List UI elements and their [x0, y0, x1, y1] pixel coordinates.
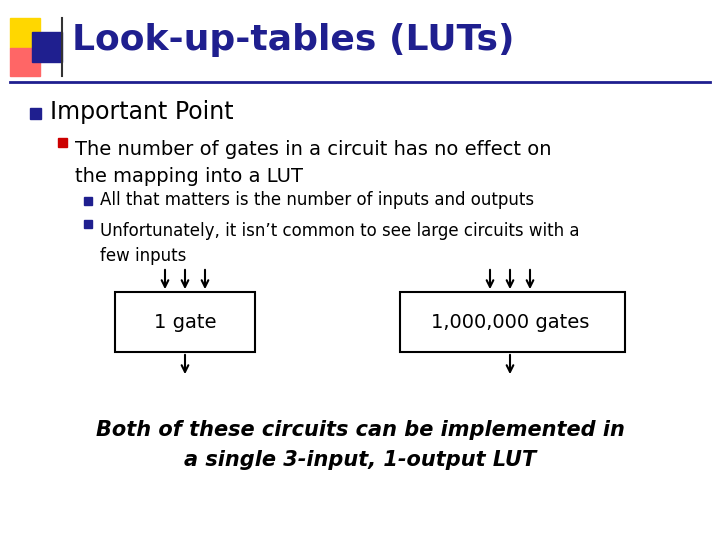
Bar — [10, 48, 40, 76]
Bar — [30, 108, 41, 119]
Bar — [58, 138, 67, 147]
Bar — [84, 220, 92, 228]
Bar — [10, 18, 40, 48]
Text: Look-up-tables (LUTs): Look-up-tables (LUTs) — [72, 23, 515, 57]
Text: Important Point: Important Point — [50, 100, 233, 124]
Bar — [32, 32, 62, 62]
Bar — [115, 292, 255, 352]
Bar — [400, 292, 625, 352]
Bar — [84, 197, 92, 205]
Text: Both of these circuits can be implemented in
a single 3-input, 1-output LUT: Both of these circuits can be implemente… — [96, 420, 624, 470]
Text: 1,000,000 gates: 1,000,000 gates — [431, 313, 589, 332]
Text: All that matters is the number of inputs and outputs: All that matters is the number of inputs… — [100, 191, 534, 209]
Text: The number of gates in a circuit has no effect on
the mapping into a LUT: The number of gates in a circuit has no … — [75, 140, 552, 186]
Text: Unfortunately, it isn’t common to see large circuits with a
few inputs: Unfortunately, it isn’t common to see la… — [100, 222, 580, 265]
Text: 1 gate: 1 gate — [154, 313, 216, 332]
